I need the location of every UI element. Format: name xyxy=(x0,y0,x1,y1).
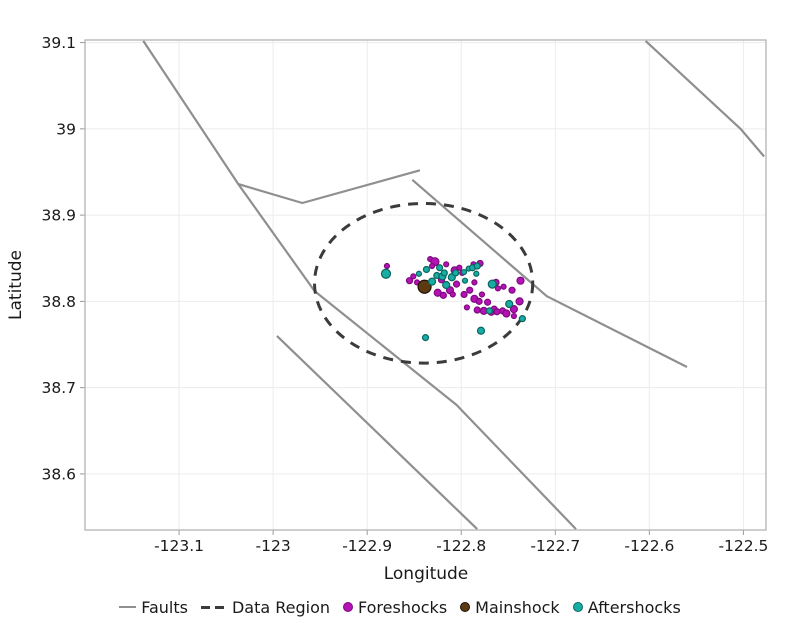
aftershock-point xyxy=(485,307,494,315)
faults-line-swatch xyxy=(119,605,137,609)
mainshock-dot-swatch xyxy=(460,602,471,612)
foreshock-point xyxy=(463,304,470,311)
foreshock-point xyxy=(471,279,478,286)
aftershocks-dot-swatch xyxy=(572,602,583,612)
legend-label-aftershocks: Aftershocks xyxy=(587,597,681,617)
foreshock-point xyxy=(383,262,391,270)
foreshock-point xyxy=(494,285,502,292)
y-tick-label: 38.7 xyxy=(41,379,76,397)
aftershock-point xyxy=(487,279,497,289)
y-tick-label: 38.8 xyxy=(41,293,76,311)
foreshock-point xyxy=(475,297,483,305)
legend-item-data-region: Data Region xyxy=(200,597,330,617)
x-tick-label: -123 xyxy=(256,537,291,555)
x-tick-label: -122.6 xyxy=(624,537,674,555)
foreshock-point xyxy=(428,262,436,270)
data-region-ellipse xyxy=(313,201,535,365)
foreshock-point xyxy=(515,297,524,306)
legend-label-data-region: Data Region xyxy=(231,597,330,617)
aftershock-point xyxy=(380,268,392,279)
foreshock-point xyxy=(500,283,507,290)
foreshock-point xyxy=(516,276,525,285)
foreshock-point xyxy=(493,308,501,316)
aftershock-point xyxy=(505,299,514,309)
aftershock-point xyxy=(442,280,451,290)
x-tick-label: -122.9 xyxy=(342,537,392,555)
foreshock-point xyxy=(466,286,474,294)
y-tick-label: 38.6 xyxy=(41,465,76,483)
foreshock-point xyxy=(456,264,463,271)
foreshock-point xyxy=(510,312,518,320)
fault-line xyxy=(644,40,765,158)
y-axis-label: Latitude xyxy=(6,250,26,320)
legend-item-aftershocks: Aftershocks xyxy=(572,597,681,617)
aftershock-point xyxy=(461,277,469,284)
foreshock-point xyxy=(439,291,447,299)
foreshock-point xyxy=(443,261,450,268)
legend-item-foreshocks: Foreshocks xyxy=(343,598,447,617)
fault-line xyxy=(237,169,421,205)
foreshock-point xyxy=(405,277,414,285)
fault-line xyxy=(142,40,577,530)
legend-label-foreshocks: Foreshocks xyxy=(358,597,448,617)
foreshock-point xyxy=(460,290,468,299)
foreshock-point xyxy=(509,305,519,314)
aftershock-point xyxy=(473,270,480,277)
foreshock-point xyxy=(410,273,417,280)
aftershock-point xyxy=(451,269,460,277)
aftershock-point xyxy=(440,269,448,277)
aftershock-point xyxy=(421,334,430,342)
plot-frame xyxy=(84,39,767,531)
x-tick-label: -122.5 xyxy=(718,537,768,555)
data-region-dash-swatch xyxy=(200,605,227,609)
x-tick-label: -122.7 xyxy=(530,537,580,555)
x-tick-label: -122.8 xyxy=(436,537,486,555)
y-tick-label: 38.9 xyxy=(41,207,76,225)
foreshock-point xyxy=(502,309,511,318)
x-axis-label: Longitude xyxy=(383,564,469,584)
foreshock-point xyxy=(483,298,492,306)
aftershock-point xyxy=(460,268,468,276)
foreshocks-dot-swatch xyxy=(343,602,353,612)
plot-area: -123.1 -123 -122.9 -122.8 -122.7 -122.6 -122.5… xyxy=(41,34,768,555)
y-tick-label: 39.1 xyxy=(41,34,76,52)
x-tick-label: -123.1 xyxy=(154,537,204,555)
y-tick-label: 39 xyxy=(56,120,76,138)
aftershock-point xyxy=(427,277,437,286)
aftershock-point xyxy=(436,264,444,272)
foreshock-point xyxy=(508,286,516,294)
aftershock-point xyxy=(473,262,481,270)
legend-item-mainshock: Mainshock xyxy=(460,598,560,617)
aftershock-point xyxy=(476,326,486,335)
aftershock-point xyxy=(415,270,423,277)
fault-line xyxy=(276,335,478,530)
legend-label-mainshock: Mainshock xyxy=(475,597,560,617)
foreshock-point xyxy=(452,280,461,288)
legend: Faults Data Region Foreshocks Mainshock … xyxy=(0,594,800,620)
aftershock-point xyxy=(422,265,431,274)
fault-line xyxy=(411,178,688,368)
mainshock-point xyxy=(417,279,432,294)
aftershock-point xyxy=(518,315,526,323)
foreshock-point xyxy=(473,306,481,314)
foreshock-point xyxy=(478,291,486,298)
foreshock-point xyxy=(449,291,456,298)
legend-label-faults: Faults xyxy=(141,597,188,617)
legend-item-faults: Faults xyxy=(119,598,188,617)
